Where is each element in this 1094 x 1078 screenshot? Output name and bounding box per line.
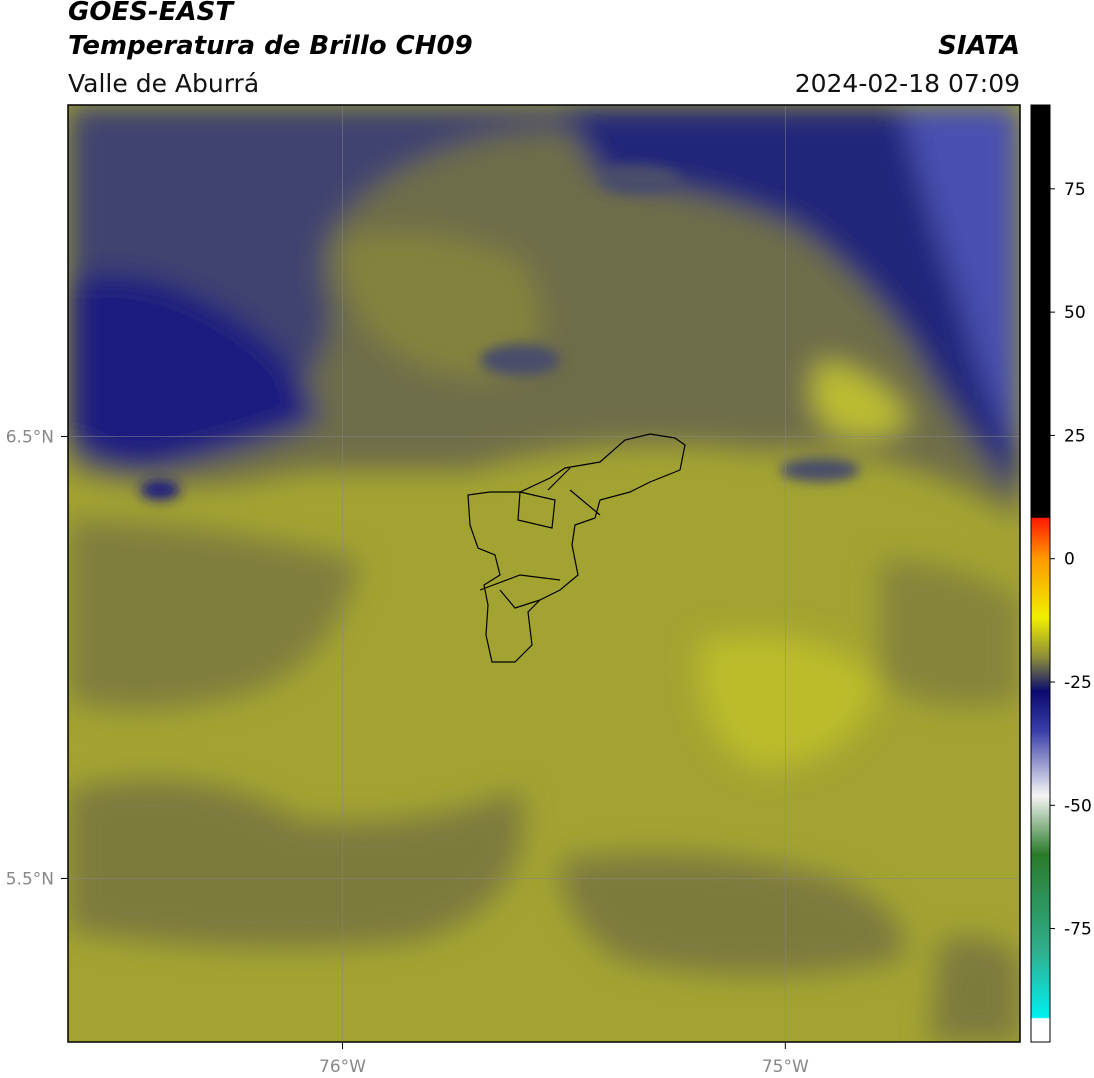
colorbar-tick-label: 0 xyxy=(1064,550,1075,570)
region: Valle de Aburrá xyxy=(68,69,259,98)
colorbar-tick-label: 25 xyxy=(1064,426,1086,446)
subtitle: Temperatura de Brillo CH09 xyxy=(68,31,473,61)
x-tick-label: 75°W xyxy=(762,1057,809,1077)
x-tick-label: 76°W xyxy=(319,1057,366,1077)
colorbar-tick-label: -25 xyxy=(1064,673,1092,693)
colorbar-tick-label: -75 xyxy=(1064,920,1092,940)
y-tick-label: 5.5°N xyxy=(6,869,54,889)
municipal-boundaries xyxy=(467,433,686,663)
colorbar xyxy=(1030,104,1051,1043)
y-tick-label: 6.5°N xyxy=(6,427,54,447)
map-image xyxy=(68,105,1020,1042)
colorbar-tick-label: -50 xyxy=(1064,796,1092,816)
title: GOES-EAST xyxy=(68,0,235,27)
colorbar-tick-label: 75 xyxy=(1064,180,1086,200)
map-frame xyxy=(67,104,1021,1043)
colorbar-tick-label: 50 xyxy=(1064,303,1086,323)
timestamp: 2024-02-18 07:09 xyxy=(795,69,1020,98)
source: SIATA xyxy=(938,31,1020,61)
